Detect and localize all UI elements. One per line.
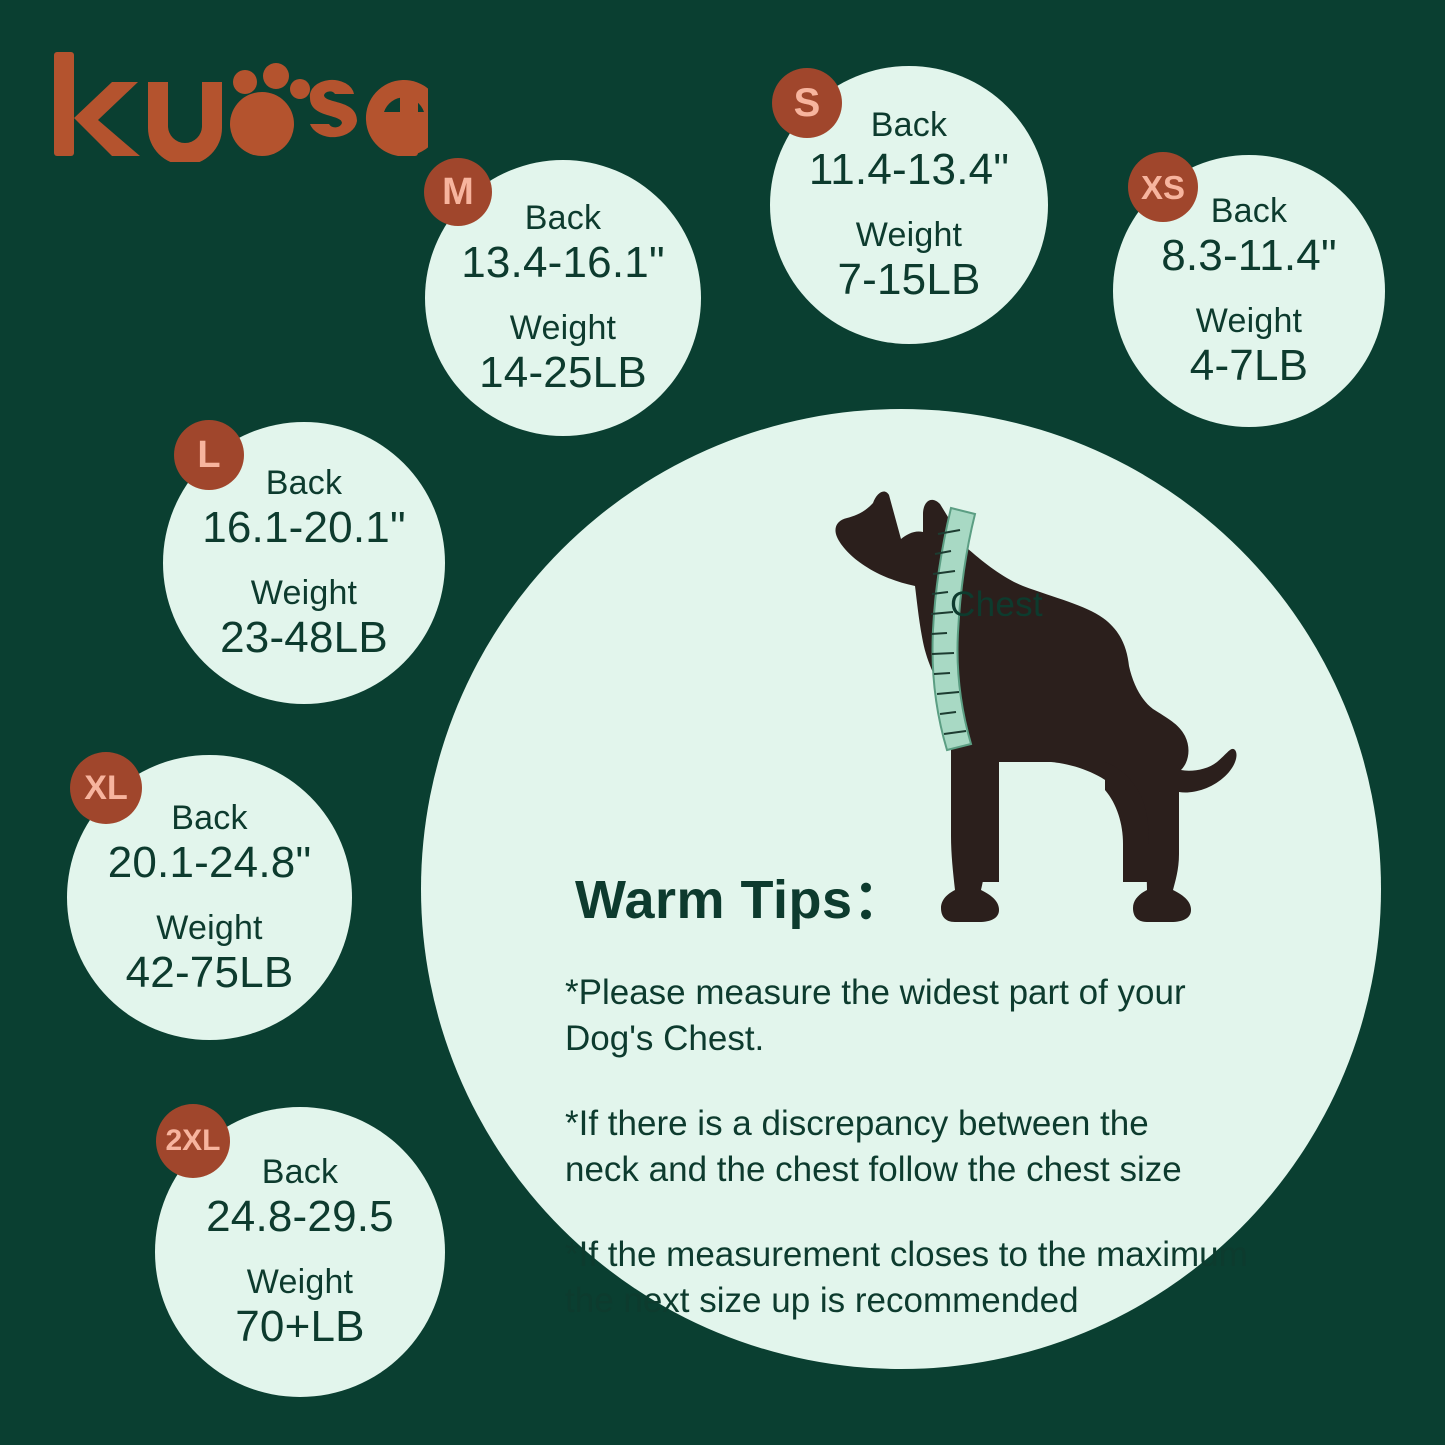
- size-badge-2xl[interactable]: 2XL: [156, 1104, 230, 1178]
- back-label: Back: [1210, 192, 1288, 230]
- back-value: 24.8-29.5: [206, 1192, 394, 1241]
- weight-label: Weight: [246, 1263, 354, 1301]
- size-badge-l[interactable]: L: [174, 420, 244, 490]
- size-bubble-s[interactable]: Back 11.4-13.4" Weight 7-15LB: [770, 66, 1048, 344]
- weight-label: Weight: [509, 309, 617, 347]
- weight-value: 14-25LB: [479, 348, 647, 397]
- dog-silhouette-illustration: [755, 462, 1255, 932]
- weight-value: 70+LB: [235, 1302, 365, 1351]
- back-value: 20.1-24.8": [107, 837, 312, 887]
- back-value: 8.3-11.4": [1161, 231, 1337, 280]
- back-label: Back: [171, 798, 248, 837]
- weight-label: Weight: [250, 574, 358, 612]
- back-label: Back: [265, 464, 343, 502]
- back-value: 11.4-13.4": [808, 145, 1010, 194]
- weight-label: Weight: [855, 216, 963, 254]
- size-bubble-m[interactable]: Back 13.4-16.1" Weight 14-25LB: [425, 160, 701, 436]
- size-badge-xs[interactable]: XS: [1128, 152, 1198, 222]
- warm-tips-section: Warm Tips： *Please measure the widest pa…: [565, 855, 1295, 1323]
- back-label: Back: [870, 106, 948, 144]
- weight-value: 42-75LB: [125, 947, 294, 997]
- weight-value: 4-7LB: [1189, 341, 1309, 390]
- size-badge-m[interactable]: M: [424, 158, 492, 226]
- size-badge-s[interactable]: S: [772, 68, 842, 138]
- size-badge-xl[interactable]: XL: [70, 752, 142, 824]
- tip-item-1: *Please measure the widest part of your …: [565, 973, 1186, 1058]
- weight-value: 7-15LB: [837, 255, 981, 304]
- chest-label: Chest: [950, 585, 1043, 624]
- weight-value: 23-48LB: [220, 613, 388, 662]
- back-value: 16.1-20.1": [202, 503, 406, 552]
- warm-tips-heading: Warm Tips：: [575, 870, 908, 930]
- tip-item-2: *If there is a discrepancy between the n…: [565, 1104, 1182, 1189]
- back-label: Back: [524, 199, 602, 237]
- back-label: Back: [261, 1153, 339, 1191]
- back-value: 13.4-16.1": [461, 238, 665, 287]
- tip-item-3: *If the measurement closes to the maximu…: [565, 1235, 1248, 1320]
- brand-logo: [48, 52, 442, 165]
- tape-measure: [930, 506, 977, 752]
- weight-label: Weight: [156, 908, 263, 947]
- weight-label: Weight: [1195, 302, 1303, 340]
